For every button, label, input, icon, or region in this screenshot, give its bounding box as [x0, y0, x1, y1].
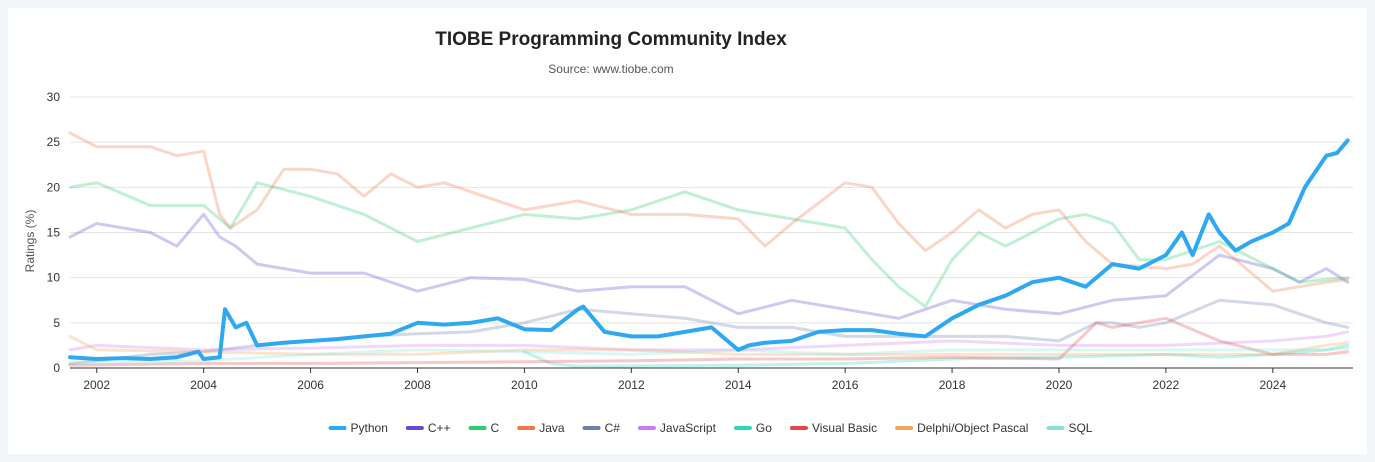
x-tick-label: 2016	[832, 378, 859, 392]
legend-item-java[interactable]: Java	[517, 421, 565, 435]
chart-title: TIOBE Programming Community Index	[435, 29, 787, 50]
legend-label: Python	[351, 421, 388, 435]
series-lines	[68, 131, 1350, 368]
series-line-visual-basic	[68, 316, 1350, 367]
legend-label: Delphi/Object Pascal	[917, 421, 1028, 435]
y-tick-label: 10	[47, 271, 61, 285]
legend-item-c-[interactable]: C++	[405, 421, 451, 435]
series-line-sql	[68, 346, 1350, 365]
y-tick-label: 15	[47, 226, 61, 240]
y-axis-label: Ratings (%)	[23, 210, 37, 273]
y-tick-label: 0	[53, 361, 60, 375]
legend-item-javascript[interactable]: JavaScript	[637, 421, 717, 435]
legend-item-c-[interactable]: C#	[582, 421, 621, 435]
chart-card: TIOBE Programming Community Index Source…	[8, 8, 1367, 454]
legend-item-visual-basic[interactable]: Visual Basic	[789, 421, 877, 435]
chart-subtitle: Source: www.tiobe.com	[548, 62, 673, 76]
y-tick-label: 5	[53, 316, 60, 330]
x-tick-label: 2010	[511, 378, 538, 392]
legend-label: Go	[756, 421, 772, 435]
legend-label: JavaScript	[660, 421, 717, 435]
x-tick-label: 2006	[297, 378, 324, 392]
x-tick-label: 2024	[1259, 378, 1286, 392]
series-line-go	[522, 343, 1350, 368]
x-tick-label: 2022	[1153, 378, 1180, 392]
legend-item-delphi-object-pascal[interactable]: Delphi/Object Pascal	[895, 421, 1028, 435]
legend-label: Java	[539, 421, 565, 435]
x-tick-label: 2014	[725, 378, 752, 392]
legend-item-python[interactable]: Python	[328, 421, 388, 435]
x-tick-label: 2020	[1046, 378, 1073, 392]
series-line-java	[68, 131, 1350, 293]
y-axis-ticks: 0 5 10 15 20 25 30	[47, 90, 61, 375]
y-tick-label: 30	[47, 90, 61, 104]
x-axis-ticks: 2002 2004 2006 2008 2010 2012 2014 2016 2018 2020…	[83, 368, 1286, 392]
x-tick-label: 2018	[939, 378, 966, 392]
x-tick-label: 2002	[83, 378, 110, 392]
series-line-c-	[68, 212, 1350, 320]
series-line-python	[68, 138, 1350, 361]
y-tick-label: 20	[47, 180, 61, 194]
legend-label: Visual Basic	[812, 421, 877, 435]
x-tick-label: 2004	[190, 378, 217, 392]
x-tick-label: 2008	[404, 378, 431, 392]
legend-label: C	[491, 421, 500, 435]
legend-label: C#	[605, 421, 621, 435]
chart-svg: TIOBE Programming Community Index Source…	[23, 29, 1353, 435]
legend-label: C++	[428, 421, 451, 435]
x-tick-label: 2012	[618, 378, 645, 392]
legend-label: SQL	[1068, 421, 1092, 435]
gridlines	[70, 96, 1353, 369]
y-tick-label: 25	[47, 135, 61, 149]
legend-item-sql[interactable]: SQL	[1046, 421, 1093, 435]
legend-item-go[interactable]: Go	[733, 421, 772, 435]
series-line-javascript	[68, 330, 1350, 352]
series-line-delphi-object-pascal	[68, 334, 1350, 356]
legend: Python C++ C Java C# JavaScript Go Visual Basic…	[328, 421, 1093, 435]
legend-item-c[interactable]: C	[468, 421, 500, 435]
